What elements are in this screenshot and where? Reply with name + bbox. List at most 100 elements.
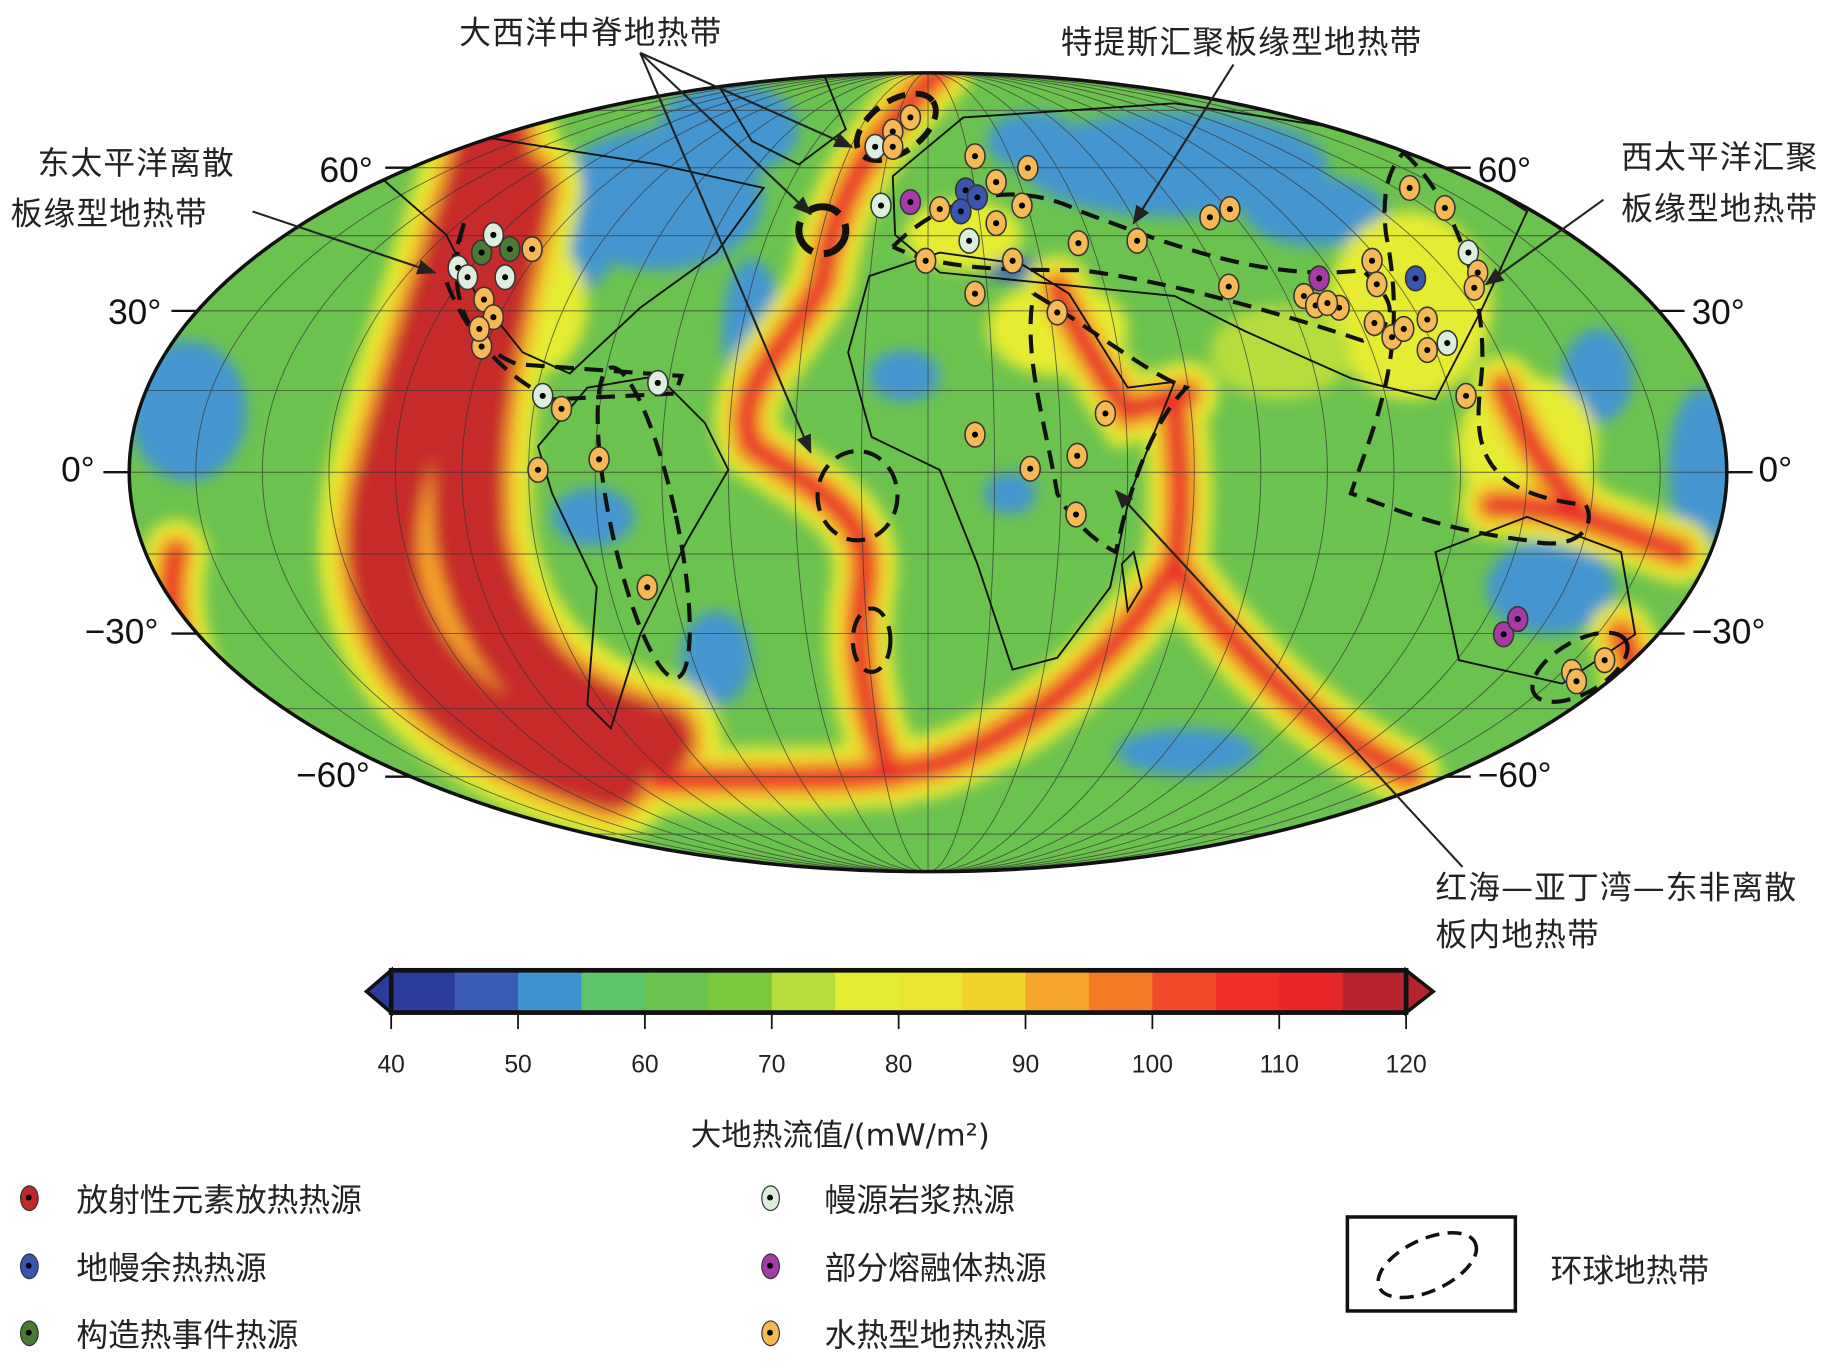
hydrothermal-heat-marker	[1463, 274, 1485, 301]
marker-dot	[971, 431, 979, 438]
meridian-line	[661, 72, 1195, 872]
marker-dot	[534, 466, 542, 473]
marker-dot	[1471, 284, 1478, 291]
marker-dot	[1371, 319, 1378, 327]
marker-dot	[529, 245, 536, 253]
low-heat-flow-region	[1562, 328, 1633, 423]
colorbar-segment	[898, 970, 963, 1013]
hydrothermal-heat-marker	[964, 421, 986, 448]
low-heat-flow-region	[681, 610, 752, 705]
marker-dot	[1102, 410, 1109, 417]
colorbar-segment	[771, 970, 836, 1013]
mantle-residual-heat-marker	[966, 184, 989, 211]
colorbar-tick-label: 90	[1011, 1051, 1040, 1079]
marker-dot	[490, 231, 497, 238]
label-east-pacific-belt-2: 板缘型地热带	[10, 196, 208, 233]
legend-label-hydrothermal: 水热型地热热源	[824, 1318, 1047, 1355]
colorbar-tick-label: 100	[1131, 1051, 1173, 1079]
marker-dot	[502, 274, 509, 281]
heat-flow-ridge-core	[1165, 554, 1420, 785]
marker-dot	[1441, 204, 1448, 211]
marker-dot	[478, 343, 485, 350]
mantle-residual-heat-marker	[1404, 265, 1427, 292]
elevated-heat-flow-region	[1209, 305, 1351, 400]
hydrothermal-heat-marker	[1011, 192, 1033, 219]
hydrothermal-heat-marker	[1065, 501, 1087, 528]
marker-dot	[966, 237, 973, 244]
colorbar-segment	[1215, 970, 1280, 1013]
lat-label-60s-right: −60°	[1477, 756, 1552, 796]
marker-dot	[1018, 202, 1026, 209]
lat-label-30s-right: −30°	[1691, 613, 1766, 652]
marker-dot	[1074, 452, 1081, 459]
marker-dot	[1400, 325, 1407, 332]
label-red-sea-belt-1: 红海—亚丁湾—东非离散	[1435, 870, 1798, 907]
hydrothermal-heat-marker	[527, 456, 549, 483]
marker-dot	[476, 325, 483, 332]
meridian-line	[594, 72, 1262, 872]
marker-dot	[464, 274, 471, 281]
label-west-pacific-belt-1: 西太平洋汇聚	[1621, 139, 1819, 177]
lat-label-60n-left: 60°	[319, 151, 373, 191]
belt-east-pacific	[444, 222, 685, 402]
mantle-magma-heat-marker	[494, 264, 516, 291]
hydrothermal-heat-marker	[1416, 336, 1439, 364]
marker-dot	[1054, 309, 1061, 316]
leader-line	[1132, 64, 1235, 225]
coastline	[536, 374, 730, 731]
mantle-magma-heat-marker	[531, 382, 554, 409]
hydrothermal-heat-marker	[1199, 204, 1221, 231]
marker-dot	[974, 194, 981, 201]
legend-label-tectonic: 构造热事件热源	[76, 1318, 299, 1355]
coastline	[891, 102, 1529, 401]
meridian-line	[461, 72, 1395, 872]
hydrothermal-heat-marker	[1001, 247, 1024, 274]
marker-dot	[478, 249, 485, 256]
marker-dot	[877, 202, 885, 209]
marker-dot	[654, 379, 661, 387]
marker-dot	[490, 314, 497, 321]
marker-dot	[1027, 465, 1034, 472]
partial-melt-heat-icon	[761, 1253, 781, 1280]
belt-andes	[595, 365, 692, 681]
partial-melt-heat-marker	[1492, 621, 1515, 648]
hydrothermal-heat-marker	[1361, 247, 1383, 274]
belt-scandinavia	[853, 90, 939, 164]
marker-dot	[1134, 237, 1141, 244]
hydrothermal-heat-marker	[1316, 289, 1339, 317]
marker-dot	[1225, 283, 1232, 290]
hydrothermal-heat-marker	[636, 574, 659, 601]
marker-dot	[907, 198, 914, 206]
colorbar-tick-label: 70	[758, 1051, 786, 1079]
hydrothermal-heat-marker	[1219, 195, 1241, 223]
marker-dot	[1226, 206, 1233, 213]
colorbar-title: 大地热流值/(mW/m²)	[690, 1118, 990, 1154]
hydrothermal-heat-marker	[1067, 230, 1090, 257]
hydrothermal-heat-marker	[964, 143, 986, 170]
colorbar-tick-label: 40	[377, 1051, 405, 1079]
colorbar-segment	[454, 970, 519, 1013]
leader-line	[1484, 198, 1605, 286]
hydrothermal-heat-marker	[914, 247, 937, 274]
heat-source-markers	[447, 104, 1616, 695]
radioactive-heat-source-icon	[19, 1185, 39, 1212]
colorbar-max-arrow	[1404, 966, 1436, 1017]
partial-melt-heat-marker	[1506, 605, 1529, 633]
meridian-line	[261, 72, 1595, 872]
colorbar-segment	[518, 970, 583, 1013]
low-heat-flow-region	[657, 82, 799, 177]
lat-label-30n-left: 30°	[108, 293, 162, 333]
marker-dot	[1388, 334, 1396, 341]
label-mid-atlantic-belt: 大西洋中脊地热带	[459, 15, 723, 52]
low-heat-flow-region	[986, 111, 1081, 171]
annotation-leader-lines	[252, 51, 1605, 868]
dashed-ellipse-icon	[1376, 1231, 1479, 1300]
hydrothermal-heat-marker	[985, 210, 1007, 237]
marker-dot	[596, 456, 603, 463]
lat-label-30n-right: 30°	[1691, 293, 1745, 333]
belt-west-pacific	[1348, 151, 1591, 546]
hydrothermal-heat-marker	[1365, 271, 1388, 298]
low-heat-flow-region	[1115, 728, 1257, 776]
marker-dot	[936, 206, 943, 213]
